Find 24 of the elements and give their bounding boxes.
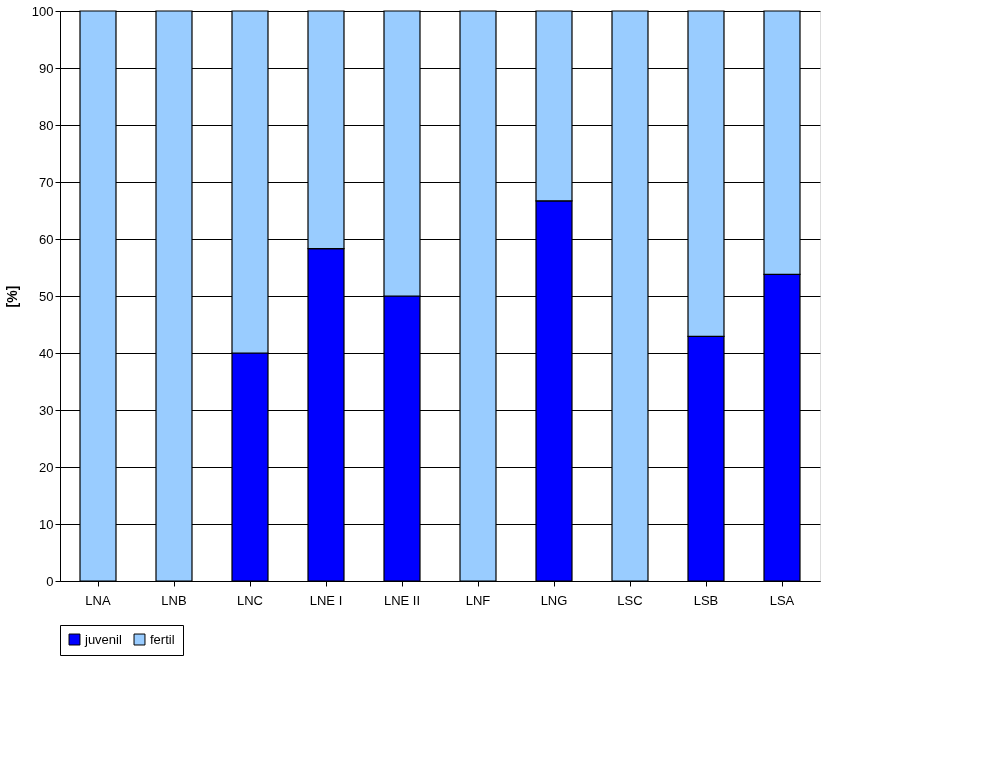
x-tick-label: LSA xyxy=(769,592,795,608)
y-tick-label: 30 xyxy=(39,402,54,418)
y-tick-label: 80 xyxy=(39,117,54,133)
y-tick-label: 60 xyxy=(39,231,54,247)
y-tick-label: 40 xyxy=(39,345,54,361)
x-tick-label: LNA xyxy=(85,592,111,608)
x-tick-label: LSB xyxy=(693,592,719,608)
y-tick-label: 90 xyxy=(39,60,54,76)
x-tick-label: LSC xyxy=(617,592,643,608)
y-tick-label: 10 xyxy=(39,516,54,532)
y-tick-label: 0 xyxy=(46,573,54,589)
legend-label: fertil xyxy=(150,631,175,647)
legend-label: juvenil xyxy=(84,631,122,647)
y-tick-label: 50 xyxy=(39,288,54,304)
x-tick-label: LNB xyxy=(161,592,187,608)
x-tick-label: LNG xyxy=(540,592,568,608)
y-axis-title: [%] xyxy=(3,285,20,308)
x-tick-label: LNC xyxy=(236,592,264,608)
x-tick-label: LNE I xyxy=(309,592,343,608)
x-tick-label: LNF xyxy=(465,592,491,608)
x-tick-label: LNE II xyxy=(383,592,421,608)
y-tick-label: 20 xyxy=(39,459,54,475)
y-tick-label: 70 xyxy=(39,174,54,190)
y-tick-label: 100 xyxy=(31,3,54,19)
